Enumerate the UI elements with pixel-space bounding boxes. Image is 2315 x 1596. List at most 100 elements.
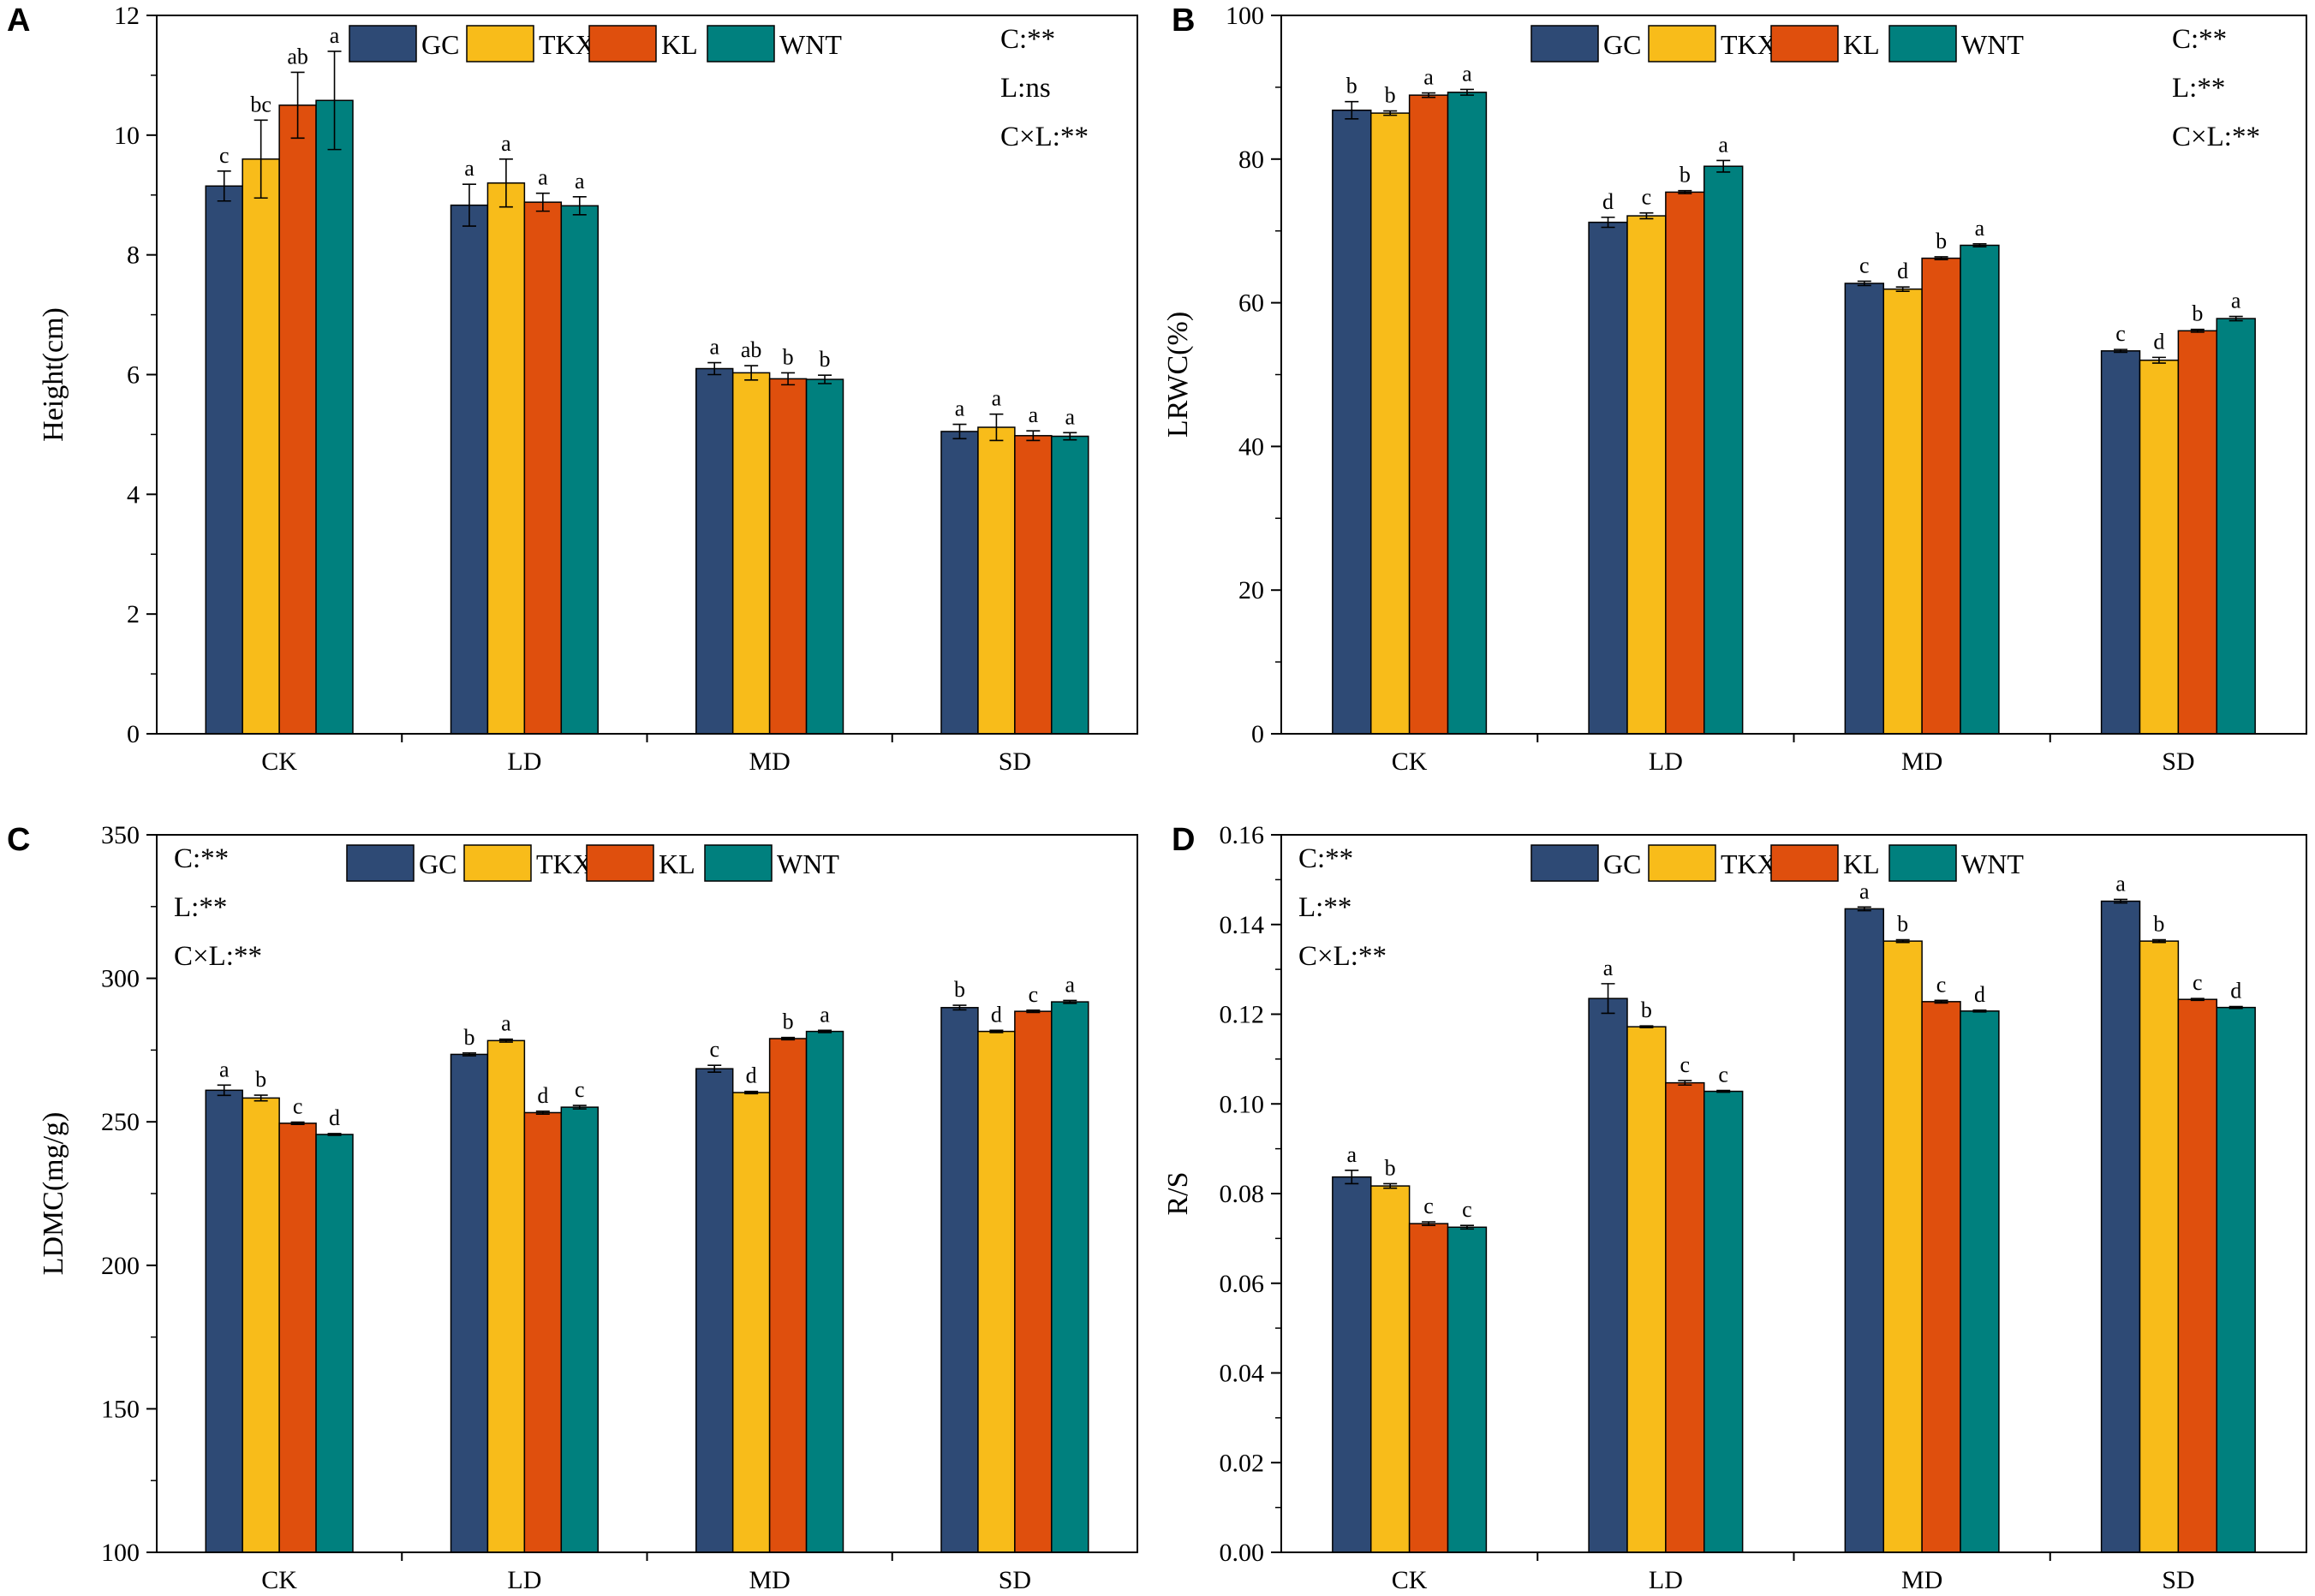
y-tick-label: 0.06: [1220, 1270, 1265, 1298]
legend-label-kl: KL: [1843, 29, 1880, 60]
stats-line: L:**: [1298, 892, 1351, 923]
bar-wnt-ld: [560, 1106, 599, 1553]
error-bar: [744, 365, 759, 381]
error-bar: [1934, 999, 1948, 1004]
significance-letter: d: [1602, 189, 1614, 214]
significance-letter: c: [1423, 1194, 1434, 1218]
significance-letter: a: [464, 156, 474, 181]
error-bar: [2228, 1005, 2243, 1009]
bar-tkx-md: [731, 1092, 771, 1553]
significance-letter: b: [2153, 912, 2164, 937]
significance-letter: c: [1642, 185, 1652, 210]
error-bar: [952, 423, 967, 440]
bar-gc-ck: [1332, 109, 1372, 735]
bar-kl-sd: [1014, 1010, 1053, 1553]
bar-tkx-ld: [1626, 1026, 1667, 1553]
significance-letter: a: [501, 131, 511, 156]
bar-wnt-ld: [1703, 165, 1744, 735]
bar-tkx-md: [1882, 940, 1923, 1553]
legend-swatch-wnt: [704, 844, 773, 882]
bar-tkx-ld: [1626, 215, 1667, 735]
bar-tkx-sd: [977, 426, 1016, 735]
bar-wnt-sd: [2216, 318, 2256, 735]
error-bar: [1422, 92, 1436, 98]
x-tick-label: MD: [749, 747, 790, 776]
significance-letter: b: [783, 1009, 794, 1034]
bar-wnt-ld: [1703, 1090, 1744, 1553]
error-bar: [327, 51, 342, 151]
error-bar: [1857, 906, 1871, 912]
bar-kl-md: [1921, 1001, 1961, 1553]
y-tick-label: 2: [127, 600, 140, 628]
error-bar: [572, 1105, 587, 1110]
error-bar: [572, 196, 587, 216]
chart-panel-c: Ca b c d CK b a d c LD c d b a MD b d c a SD 100 150 200 250 300…: [7, 821, 1138, 1594]
bar-tkx-ld: [486, 1039, 526, 1553]
bar-wnt-md: [1960, 1010, 2000, 1553]
y-tick-label: 150: [101, 1395, 140, 1423]
error-bar: [1972, 1009, 1987, 1013]
significance-letter: c: [1029, 982, 1039, 1007]
legend-label-wnt: WNT: [777, 849, 839, 879]
legend-swatch-gc: [349, 25, 417, 63]
error-bar: [1063, 999, 1077, 1004]
y-tick-label: 60: [1238, 289, 1264, 318]
significance-letter: d: [746, 1063, 757, 1088]
legend-swatch-wnt: [707, 25, 775, 63]
error-bar: [1383, 1182, 1398, 1189]
y-tick-label: 0.14: [1220, 911, 1265, 939]
x-tick-label: SD: [2162, 1566, 2194, 1594]
bar-kl-sd: [2177, 998, 2218, 1553]
significance-letter: c: [709, 1037, 719, 1062]
x-tick-label: LD: [1649, 1566, 1683, 1594]
panel-letter: B: [1172, 3, 1195, 39]
bar-tkx-ck: [242, 1097, 280, 1553]
legend-label-tkx: TKX: [1721, 849, 1777, 879]
bar-kl-md: [768, 378, 808, 735]
panel-letter: A: [7, 3, 30, 39]
x-tick-label: SD: [2162, 747, 2194, 776]
bar-tkx-md: [731, 372, 771, 735]
error-bar: [290, 71, 305, 140]
legend-label-gc: GC: [419, 849, 456, 879]
significance-letter: c: [1936, 972, 1947, 997]
bar-wnt-sd: [1051, 1001, 1089, 1553]
error-bar: [989, 1029, 1004, 1033]
x-tick-label: MD: [1901, 1566, 1942, 1594]
error-bar: [1345, 100, 1359, 120]
y-tick-label: 350: [101, 821, 140, 849]
significance-letter: a: [1065, 404, 1076, 429]
bar-tkx-sd: [2139, 359, 2180, 735]
error-bar: [952, 1004, 967, 1011]
legend-label-gc: GC: [1603, 29, 1641, 60]
significance-letter: d: [1974, 982, 1985, 1007]
x-tick-label: CK: [261, 1566, 297, 1594]
error-bar: [2228, 315, 2243, 322]
y-tick-label: 0.10: [1220, 1090, 1265, 1118]
panel-letter: C: [7, 822, 30, 858]
significance-letter: bc: [250, 92, 271, 116]
error-bar: [1639, 1025, 1654, 1029]
significance-letter: c: [575, 1077, 585, 1102]
significance-letter: b: [783, 344, 794, 369]
error-bar: [1857, 280, 1871, 287]
significance-letter: a: [1029, 402, 1039, 427]
bar-tkx-ck: [1369, 112, 1411, 735]
error-bar: [989, 413, 1004, 442]
stats-annotation: C:** L:** C×L:**: [174, 843, 262, 972]
error-bar: [1972, 243, 1987, 247]
legend: GC TKX KL WNT: [1530, 25, 2024, 63]
x-tick-label: LD: [507, 1566, 541, 1594]
significance-letter: a: [992, 386, 1002, 411]
legend-label-tkx: TKX: [536, 849, 593, 879]
error-bar: [1601, 216, 1615, 229]
error-bar: [1026, 430, 1041, 442]
significance-letter: c: [1462, 1197, 1472, 1222]
bar-gc-md: [695, 1068, 734, 1553]
stats-line: L:**: [174, 892, 227, 923]
error-bar: [498, 1038, 513, 1043]
bar-wnt-md: [805, 1030, 844, 1553]
bar-tkx-ld: [486, 182, 526, 735]
y-tick-label: 0: [1251, 720, 1264, 748]
y-tick-label: 20: [1238, 576, 1264, 604]
